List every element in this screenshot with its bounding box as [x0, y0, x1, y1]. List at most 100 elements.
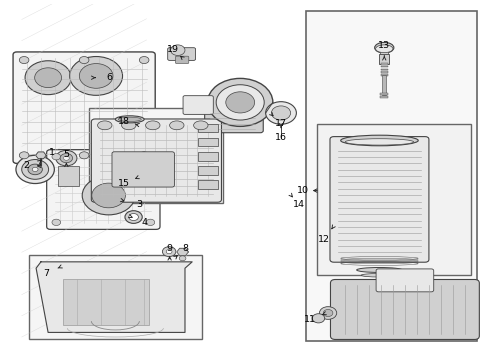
FancyBboxPatch shape: [183, 96, 213, 114]
FancyBboxPatch shape: [112, 152, 174, 187]
Circle shape: [64, 156, 69, 160]
Text: 10: 10: [296, 186, 309, 195]
Circle shape: [52, 219, 61, 225]
Ellipse shape: [194, 121, 208, 130]
Ellipse shape: [375, 42, 394, 53]
Circle shape: [19, 152, 29, 159]
Bar: [63, 279, 149, 325]
Circle shape: [32, 167, 38, 171]
Bar: [380, 93, 388, 95]
Circle shape: [79, 57, 89, 64]
Ellipse shape: [98, 121, 112, 130]
Circle shape: [70, 57, 122, 95]
FancyBboxPatch shape: [175, 56, 189, 64]
Circle shape: [82, 176, 135, 215]
Text: 11: 11: [304, 315, 316, 324]
Circle shape: [22, 159, 49, 179]
FancyBboxPatch shape: [168, 48, 196, 60]
Text: 8: 8: [182, 244, 188, 253]
Bar: [198, 123, 218, 132]
Text: 2: 2: [24, 161, 29, 170]
Ellipse shape: [118, 117, 141, 121]
Circle shape: [125, 211, 142, 224]
Circle shape: [16, 155, 54, 184]
Text: 16: 16: [275, 133, 287, 142]
Bar: [381, 71, 388, 73]
Bar: [198, 138, 218, 147]
Ellipse shape: [341, 135, 418, 146]
Text: 14: 14: [293, 200, 305, 209]
Bar: [317, 123, 471, 275]
Circle shape: [19, 57, 29, 64]
Bar: [382, 75, 386, 95]
Bar: [198, 180, 218, 189]
Circle shape: [35, 68, 62, 87]
FancyBboxPatch shape: [205, 97, 263, 133]
FancyBboxPatch shape: [47, 150, 160, 229]
Text: 7: 7: [43, 269, 49, 278]
Circle shape: [129, 213, 138, 221]
Bar: [381, 68, 388, 70]
Ellipse shape: [122, 121, 136, 130]
Text: 6: 6: [107, 73, 113, 82]
Bar: [198, 152, 218, 161]
Bar: [306, 11, 477, 341]
Bar: [380, 49, 388, 55]
Text: 17: 17: [275, 119, 287, 128]
Circle shape: [266, 102, 296, 124]
Polygon shape: [36, 262, 192, 332]
Circle shape: [139, 57, 149, 64]
Text: 13: 13: [378, 41, 391, 50]
Circle shape: [226, 92, 255, 113]
Circle shape: [323, 310, 333, 316]
Ellipse shape: [146, 121, 160, 130]
Bar: [380, 96, 388, 98]
Text: 18: 18: [118, 117, 130, 126]
Bar: [89, 108, 223, 203]
Circle shape: [171, 45, 185, 55]
Circle shape: [146, 154, 155, 160]
Ellipse shape: [376, 45, 393, 53]
Circle shape: [139, 152, 149, 159]
FancyBboxPatch shape: [376, 269, 434, 292]
Ellipse shape: [170, 121, 184, 130]
Polygon shape: [177, 248, 188, 256]
FancyBboxPatch shape: [91, 119, 221, 202]
Circle shape: [25, 61, 71, 95]
Circle shape: [271, 106, 291, 120]
Ellipse shape: [361, 274, 398, 277]
Circle shape: [79, 64, 113, 88]
Text: 4: 4: [141, 218, 147, 227]
Text: 5: 5: [63, 150, 70, 159]
Circle shape: [79, 152, 89, 159]
Ellipse shape: [357, 267, 402, 273]
Text: 9: 9: [167, 244, 172, 253]
Text: 1: 1: [49, 148, 55, 157]
Circle shape: [146, 219, 155, 225]
Text: 19: 19: [167, 45, 179, 54]
Circle shape: [92, 183, 125, 208]
Bar: [381, 63, 388, 65]
Circle shape: [208, 78, 273, 126]
FancyBboxPatch shape: [13, 52, 155, 163]
Circle shape: [166, 249, 172, 254]
Circle shape: [60, 153, 73, 163]
Ellipse shape: [381, 273, 429, 287]
Ellipse shape: [115, 116, 144, 123]
Circle shape: [52, 154, 61, 160]
Circle shape: [56, 150, 77, 166]
FancyBboxPatch shape: [330, 279, 479, 339]
Polygon shape: [36, 152, 46, 159]
Circle shape: [28, 164, 42, 175]
Circle shape: [312, 314, 325, 323]
Circle shape: [162, 247, 176, 257]
Bar: [29, 255, 202, 339]
Text: 15: 15: [118, 179, 130, 188]
Circle shape: [319, 307, 337, 319]
Bar: [381, 74, 388, 76]
Ellipse shape: [179, 256, 186, 261]
Bar: [58, 166, 79, 186]
Circle shape: [216, 85, 264, 120]
Bar: [381, 66, 388, 67]
Ellipse shape: [345, 139, 414, 145]
